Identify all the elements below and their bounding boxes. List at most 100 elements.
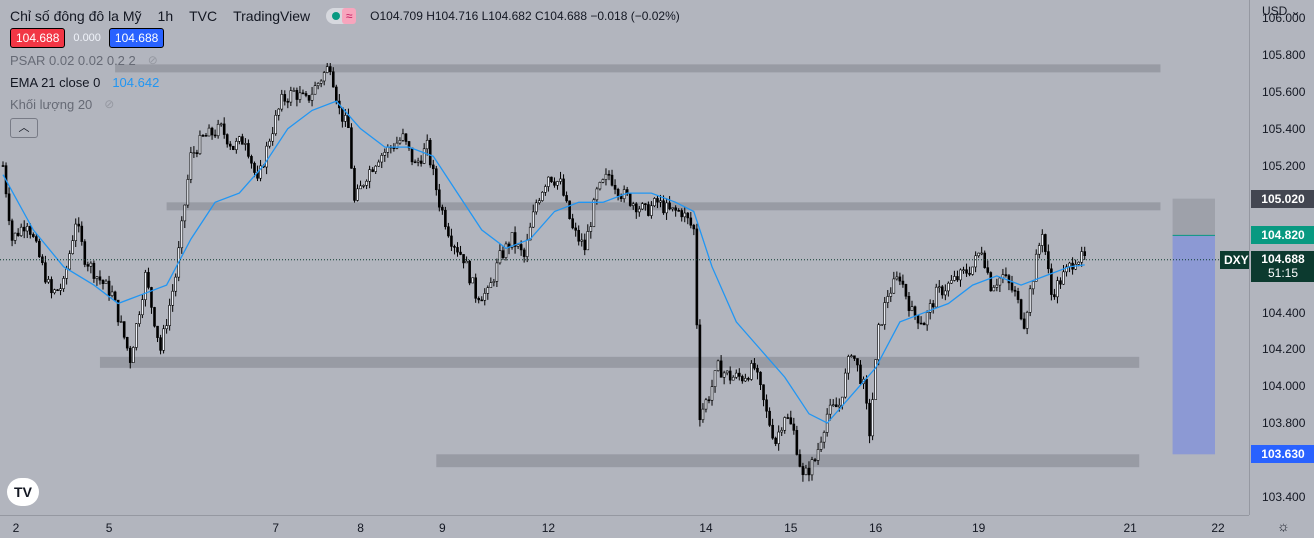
projection-target-zone [1172,198,1215,236]
candle-body [513,232,517,247]
candle-body [989,272,993,292]
chevron-up-icon[interactable]: ︿ [10,118,38,138]
time-tick-label: 14 [699,521,713,535]
candle-body [401,133,405,141]
candle-body [174,276,178,292]
candle-body [301,92,305,95]
candle-body [525,239,529,257]
price-tick-label: 103.400 [1262,489,1306,504]
candle-body [231,145,235,150]
candle-body [210,127,214,136]
candle-body [141,299,144,316]
candle-body [356,188,359,201]
candle-body [35,236,38,242]
candle-body [428,139,432,166]
price-scale[interactable]: 106.000 105.800 105.600 105.400 105.200 104.4… [1249,0,1314,515]
price-tick-label: 105.200 [1262,158,1306,173]
candle-body [153,307,156,327]
candle-body [947,282,950,292]
market-status-icon[interactable]: ≈ [326,8,357,24]
candle-body [828,404,832,415]
candle-body [1013,289,1017,292]
candle-body [844,372,847,398]
candle-body [804,467,808,476]
candle-body [1028,288,1032,313]
candle-body [419,160,423,164]
candle-body [350,127,353,169]
symbol-title[interactable]: Chỉ số đông đô la Mỹ [10,8,142,24]
last-price-value: 104.688 [1261,251,1305,266]
candle-body [907,295,911,311]
last-price-tag: 104.688 51:15 [1251,250,1314,282]
candle-body [795,430,799,455]
candle-body [704,399,708,410]
candle-body [553,181,556,186]
candle-body [86,264,90,267]
time-tick-label: 16 [868,521,883,535]
candle-body [156,325,159,338]
currency-selector[interactable]: USD ⌄ [1262,4,1301,18]
candle-body [56,289,59,292]
candle-body [531,211,535,228]
candle-body [837,404,841,408]
candle-body [556,181,559,186]
candle-body [568,200,571,219]
interval-label[interactable]: 1h [157,8,174,24]
candle-body [583,239,587,251]
candle-body [456,247,459,253]
currency-label: USD [1262,4,1288,18]
candle-body [431,164,435,170]
time-tick-label: 19 [971,521,986,535]
candle-body [919,322,923,325]
buy-button[interactable]: 104.688 [108,28,165,48]
candle-body [519,244,523,251]
hidden-eye-icon[interactable]: ⊘ [104,97,115,111]
candle-body [316,83,320,86]
candle-body [189,152,193,180]
candle-body [780,429,784,433]
candle-body [222,123,226,135]
candle-body [225,134,229,145]
candle-body [98,276,102,281]
candle-body [741,376,744,382]
candle-body [422,148,426,164]
price-tag: 103.630 [1251,445,1314,464]
candle-body [856,358,859,366]
projection-stop-zone [1172,235,1215,455]
candle-body [392,147,396,149]
candle-body [138,314,141,325]
candle-body [71,240,74,254]
bar-countdown: 51:15 [1267,265,1299,280]
candle-body [365,180,368,186]
time-scale[interactable]: ☼ 2 5 7 8 9 12 14 15 16 19 21 22 [0,515,1290,538]
volume-indicator-label[interactable]: Khối lượng 20 [10,96,93,112]
candle-body [653,198,656,207]
candle-body [616,189,620,197]
candle-body [398,139,402,144]
candle-body [901,280,905,285]
price-tag: 104.820 [1251,226,1314,245]
candle-body [304,93,308,96]
psar-indicator-label[interactable]: PSAR 0.02 0.02 0.2 2 [10,52,136,68]
candle-body [592,199,596,227]
candle-body [1059,280,1062,285]
candle-body [756,367,759,373]
candle-body [495,262,499,282]
candle-body [413,161,417,164]
sell-button[interactable]: 104.688 [10,28,66,48]
candle-body [810,459,814,476]
candle-body [122,321,126,338]
candle-body [44,262,47,283]
candle-body [165,325,168,330]
candle-body [644,203,647,206]
candle-body [489,282,493,288]
settings-icon[interactable]: ☼ [1277,518,1290,534]
candle-body [589,226,593,232]
ema-line [2,100,1085,424]
candle-body [922,323,926,326]
ema-indicator-label[interactable]: EMA 21 close 0 [10,74,101,90]
hidden-eye-icon[interactable]: ⊘ [147,53,158,67]
tradingview-logo[interactable]: TV [7,478,39,506]
candle-body [768,410,771,426]
chart-plot-area[interactable] [0,0,1248,515]
